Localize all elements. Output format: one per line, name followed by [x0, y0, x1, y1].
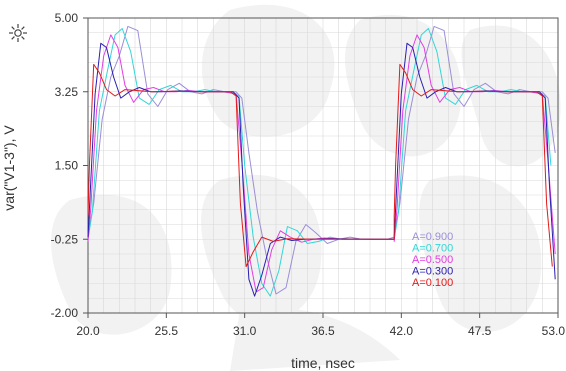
x-tick-label: 20.0 [76, 324, 100, 338]
x-tick-label: 25.5 [155, 324, 179, 338]
legend-entry: A=0.500 [412, 254, 453, 266]
series-line-a-0-300 [87, 42, 556, 297]
x-axis-title: time, nsec [291, 355, 355, 371]
series-line-a-0-100 [87, 63, 553, 268]
y-axis-title: var("V1-3"), V [1, 125, 17, 211]
legend-entry: A=0.900 [412, 231, 453, 243]
crosshair-sun-icon[interactable] [9, 24, 27, 42]
x-tick-label: 36.5 [311, 324, 335, 338]
x-tick-label: 53.0 [542, 324, 566, 338]
series-line-a-0-500 [87, 34, 556, 293]
series-line-a-0-700 [87, 28, 552, 297]
chart-grid [87, 17, 559, 314]
y-tick-label: -0.25 [51, 232, 79, 246]
tick-labels: 20.0 25.5 31.0 36.5 42.0 47.5 53.0 5.00 3.25 1.50… [51, 11, 566, 338]
y-tick-label: 1.50 [55, 159, 79, 173]
legend-entry: A=0.100 [412, 277, 453, 289]
x-tick-label: 31.0 [233, 324, 257, 338]
y-tick-label: 5.00 [55, 11, 79, 25]
y-tick-label: -2.00 [51, 306, 79, 320]
x-tick-label: 47.5 [468, 324, 492, 338]
legend-entry: A=0.700 [412, 243, 453, 255]
x-tick-label: 42.0 [390, 324, 414, 338]
y-tick-label: 3.25 [55, 85, 79, 99]
legend-entry: A=0.300 [412, 266, 453, 278]
series-layer [87, 25, 556, 297]
